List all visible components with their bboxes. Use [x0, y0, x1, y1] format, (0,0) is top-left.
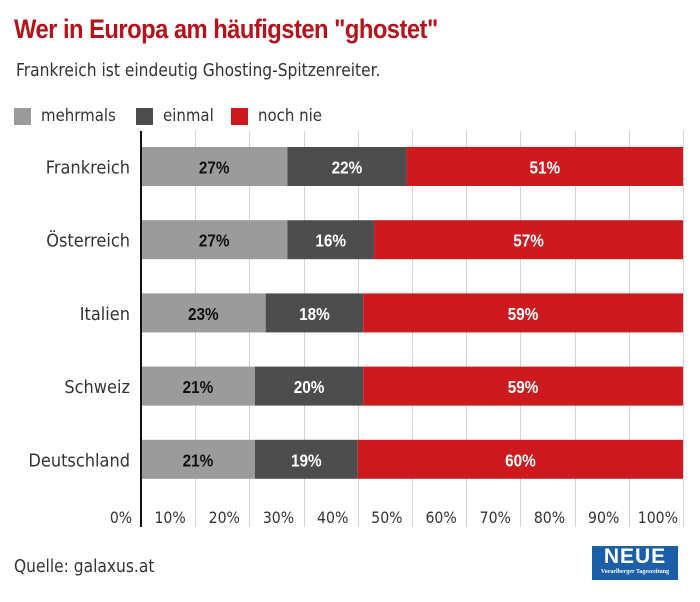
category-label: Schweiz: [64, 377, 130, 398]
legend-label-einmal: einmal: [163, 106, 214, 126]
legend-swatch-einmal: [136, 107, 154, 125]
publisher-logo: NEUE Vorarlberger Tageszeitung: [592, 546, 678, 580]
bar-segment: [287, 220, 375, 260]
legend-item-noch-nie: noch nie: [230, 106, 331, 126]
data-label: 21%: [183, 377, 214, 397]
legend-label-noch-nie: noch nie: [257, 106, 322, 126]
bar-segment: [141, 220, 288, 260]
category-label: Österreich: [46, 229, 130, 252]
bar-segment: [363, 366, 683, 406]
legend-label-mehrmals: mehrmals: [41, 106, 116, 126]
bar-segment: [254, 439, 358, 479]
bar-segment: [141, 366, 255, 406]
logo-subtitle: Vorarlberger Tageszeitung: [600, 569, 670, 575]
data-label: 59%: [508, 377, 539, 397]
category-label: Deutschland: [28, 451, 130, 472]
x-tick-label: 70%: [480, 508, 511, 527]
category-label: Frankreich: [46, 158, 130, 179]
data-label: 51%: [529, 157, 560, 177]
x-tick-label: 40%: [317, 508, 348, 527]
legend: mehrmals einmal noch nie: [14, 106, 340, 126]
bar-segment: [141, 147, 288, 186]
legend-item-einmal: einmal: [136, 106, 221, 126]
data-label: 16%: [315, 231, 346, 251]
legend-item-mehrmals: mehrmals: [14, 106, 126, 126]
bar-segment: [141, 439, 255, 479]
bar-segment: [406, 147, 683, 186]
bar-segment: [357, 439, 683, 479]
bar-segment: [287, 147, 407, 186]
data-label: 60%: [505, 450, 536, 470]
data-label: 27%: [199, 157, 230, 177]
chart-title: Wer in Europa am häufigsten "ghostet": [14, 14, 438, 44]
x-tick-label: 30%: [263, 508, 294, 527]
bar-segment: [254, 366, 364, 406]
data-label: 21%: [183, 450, 214, 470]
data-label: 27%: [199, 231, 230, 251]
x-tick-label: 100%: [638, 508, 678, 527]
data-label: 59%: [508, 304, 539, 324]
data-label: 22%: [332, 157, 363, 177]
x-tick-label: 10%: [154, 508, 185, 527]
x-tick-label: 20%: [209, 508, 240, 527]
logo-title: NEUE: [603, 545, 667, 568]
x-tick-label: 60%: [425, 508, 456, 527]
x-tick-label: 50%: [371, 508, 402, 527]
x-tick-label: 80%: [534, 508, 565, 527]
data-label: 23%: [188, 304, 219, 324]
data-label: 19%: [291, 450, 322, 470]
bar-segment: [265, 293, 364, 333]
x-tick-label: 90%: [588, 508, 619, 527]
legend-swatch-noch-nie: [230, 107, 248, 125]
data-label: 57%: [513, 231, 544, 251]
legend-swatch-mehrmals: [14, 107, 31, 125]
source-note: Quelle: galaxus.at: [14, 556, 155, 577]
chart-subtitle: Frankreich ist eindeutig Ghosting-Spitze…: [16, 60, 381, 81]
bar-segment: [141, 293, 266, 333]
category-label: Italien: [80, 304, 130, 325]
x-tick-label: 0%: [110, 508, 132, 527]
data-label: 18%: [299, 304, 330, 324]
bar-segment: [363, 293, 683, 333]
data-label: 20%: [294, 377, 325, 397]
bar-segment: [374, 220, 683, 260]
